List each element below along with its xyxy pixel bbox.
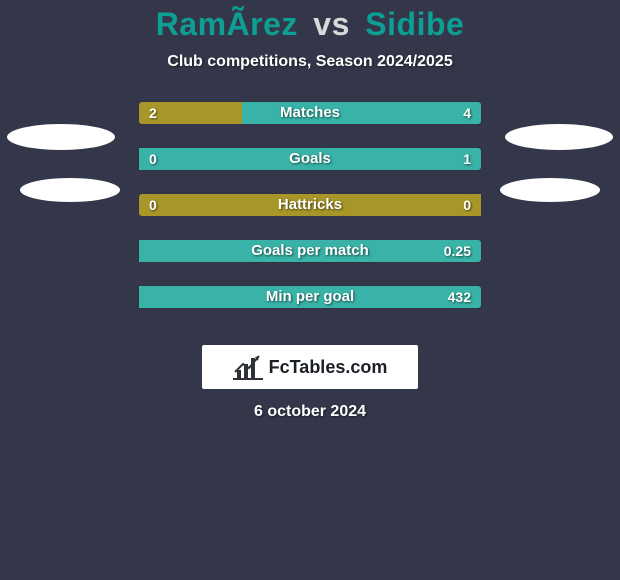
player2-name: Sidibe	[365, 6, 464, 42]
placeholder-blob	[7, 124, 115, 150]
subtitle: Club competitions, Season 2024/2025	[0, 53, 620, 71]
stat-bar: Goals01	[138, 147, 482, 171]
bar-fill-right	[242, 102, 481, 124]
bar-fill-right	[139, 240, 481, 262]
brand-text: FcTables.com	[269, 357, 388, 378]
placeholder-blob	[505, 124, 613, 150]
player1-name: RamÃ­rez	[156, 6, 298, 42]
stat-bar: Matches24	[138, 101, 482, 125]
vs-text: vs	[313, 6, 350, 42]
stat-bar: Goals per match0.25	[138, 239, 482, 263]
bar-fill-left	[139, 102, 242, 124]
chart-icon	[233, 354, 263, 380]
bar-fill-left	[139, 194, 481, 216]
bar-fill-right	[139, 286, 481, 308]
placeholder-blob	[500, 178, 600, 202]
brand-logo: FcTables.com	[202, 345, 418, 389]
stat-row: Min per goal432	[0, 285, 620, 331]
stat-bar: Min per goal432	[138, 285, 482, 309]
bar-fill-right	[139, 148, 481, 170]
stat-row: Goals per match0.25	[0, 239, 620, 285]
stat-bar: Hattricks00	[138, 193, 482, 217]
date-text: 6 october 2024	[0, 403, 620, 421]
page-title: RamÃ­rez vs Sidibe	[0, 0, 620, 43]
placeholder-blob	[20, 178, 120, 202]
